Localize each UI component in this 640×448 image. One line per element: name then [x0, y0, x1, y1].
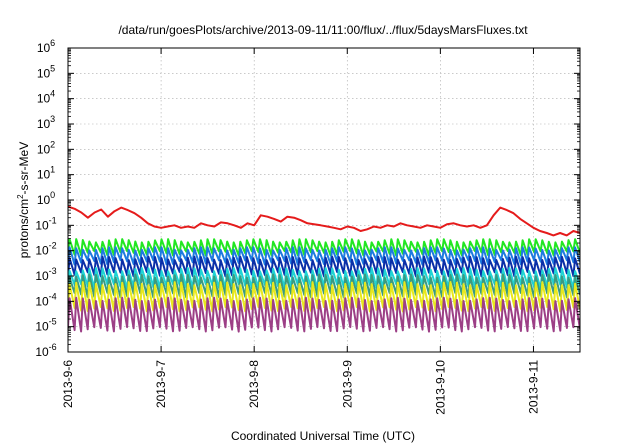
y-tick-label: 105 — [37, 63, 55, 80]
x-tick-label: 2013-9-8 — [247, 360, 261, 408]
y-tick-label: 10-5 — [35, 317, 56, 334]
y-tick-label: 104 — [37, 89, 55, 106]
y-tick-label-base: 10 — [35, 320, 49, 334]
series-line-2 — [68, 246, 580, 266]
y-tick-label-exponent: 1 — [50, 165, 55, 175]
y-tick-label: 10-4 — [35, 291, 56, 308]
y-tick-label: 103 — [37, 114, 55, 131]
y-tick-label-exponent: -6 — [49, 342, 57, 352]
y-tick-label-base: 10 — [37, 142, 51, 156]
y-axis-label: protons/cm2-s-sr-MeV — [16, 142, 31, 258]
y-tick-label-exponent: 4 — [50, 89, 55, 99]
x-ticks: 2013-9-6 2013-9-7 2013-9-8 2013-9-9 2013-9-1… — [61, 48, 540, 415]
y-tick-label-base: 10 — [37, 41, 51, 55]
y-tick-label-exponent: 5 — [50, 63, 55, 73]
x-tick-label: 2013-9-11 — [526, 360, 540, 414]
y-tick-label-base: 10 — [37, 66, 51, 80]
y-tick-label-base: 10 — [35, 294, 49, 308]
y-axis-label-main: protons/cm — [17, 199, 31, 258]
x-tick-label: 2013-9-10 — [433, 360, 447, 415]
y-tick-label: 10-1 — [35, 215, 56, 232]
y-ticks: 10-610-510-410-310-210-11001011021031041… — [35, 38, 580, 359]
y-tick-label-exponent: -1 — [49, 215, 57, 225]
y-tick-label-exponent: -5 — [49, 317, 57, 327]
y-axis-label-suffix: -s-sr-MeV — [17, 142, 31, 195]
y-tick-label: 10-3 — [35, 266, 56, 283]
y-tick-label-base: 10 — [37, 168, 51, 182]
chart-title: /data/run/goesPlots/archive/2013-09-11/1… — [118, 23, 528, 37]
y-tick-label-exponent: 2 — [50, 139, 55, 149]
series-line-7 — [68, 296, 580, 333]
x-tick-label: 2013-9-9 — [340, 360, 354, 408]
y-tick-label-exponent: 0 — [50, 190, 55, 200]
y-tick-label-base: 10 — [37, 92, 51, 106]
y-tick-label: 10-6 — [35, 342, 56, 359]
series-layer — [68, 205, 580, 333]
y-tick-label-exponent: 6 — [50, 38, 55, 48]
y-tick-label-exponent: -4 — [49, 291, 57, 301]
y-tick-label: 101 — [37, 165, 55, 182]
y-tick-label-exponent: -3 — [49, 266, 57, 276]
series-line-0 — [68, 205, 580, 237]
y-tick-label-base: 10 — [35, 345, 49, 359]
y-axis-label-superscript: 2 — [16, 194, 25, 199]
y-tick-label-base: 10 — [37, 193, 51, 207]
y-tick-label-exponent: 3 — [50, 114, 55, 124]
x-tick-label: 2013-9-6 — [61, 360, 75, 408]
y-tick-label-base: 10 — [35, 269, 49, 283]
y-tick-label: 106 — [37, 38, 55, 55]
y-tick-label-base: 10 — [35, 244, 49, 258]
y-tick-label: 102 — [37, 139, 55, 156]
y-tick-label: 10-2 — [35, 241, 56, 258]
x-tick-label: 2013-9-7 — [154, 360, 168, 408]
y-tick-label-base: 10 — [35, 218, 49, 232]
y-tick-label-base: 10 — [37, 117, 51, 131]
y-tick-label: 100 — [37, 190, 55, 207]
y-tick-label-exponent: -2 — [49, 241, 57, 251]
x-axis-label: Coordinated Universal Time (UTC) — [231, 429, 415, 443]
